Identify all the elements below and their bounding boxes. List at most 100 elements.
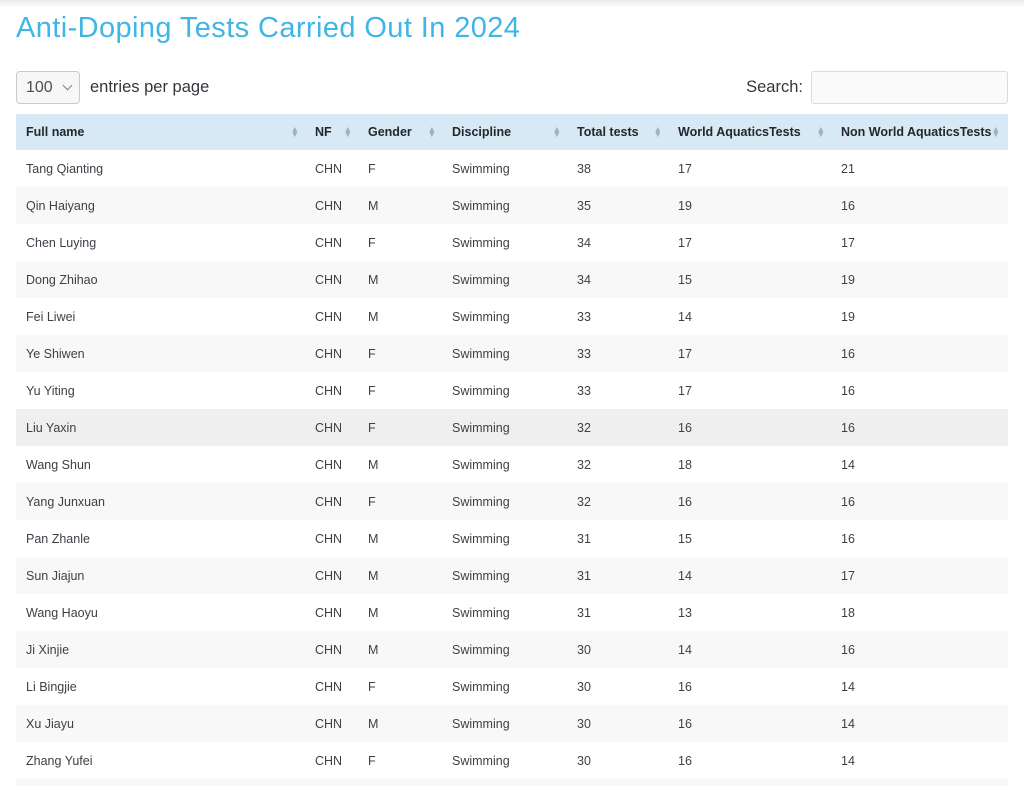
table-row: Qin Haiyang CHN M Swimming 35 19 16 — [16, 187, 1008, 224]
cell: 16 — [841, 494, 855, 509]
cell-full-name: Ji Xinjie — [26, 642, 70, 657]
column-header-gender[interactable]: Gender ▲ ▼ — [360, 114, 444, 150]
partial-next-row — [16, 779, 1008, 786]
cell: 16 — [678, 716, 692, 731]
cell: Swimming — [452, 642, 510, 657]
cell: CHN — [315, 235, 343, 250]
cell: 38 — [577, 161, 591, 176]
cell: 14 — [678, 642, 692, 657]
cell: 17 — [841, 568, 855, 583]
cell: 30 — [577, 716, 591, 731]
sort-icon[interactable]: ▲ ▼ — [991, 123, 1000, 139]
cell: 17 — [678, 161, 692, 176]
cell: 30 — [577, 642, 591, 657]
cell: M — [368, 568, 379, 583]
cell: CHN — [315, 494, 343, 509]
cell-full-name: Yang Junxuan — [26, 494, 105, 509]
entries-per-page-select[interactable]: 100 — [16, 71, 80, 104]
cell: Swimming — [452, 235, 510, 250]
column-header-label: Full name — [26, 125, 85, 139]
table-row: Sun Jiajun CHN M Swimming 31 14 17 — [16, 557, 1008, 594]
table-row: Xu Jiayu CHN M Swimming 30 16 14 — [16, 705, 1008, 742]
cell: 19 — [678, 198, 692, 213]
cell: 32 — [577, 494, 591, 509]
entries-per-page-label: entries per page — [90, 78, 210, 96]
search-input[interactable] — [811, 71, 1008, 104]
column-header-label: World AquaticsTests — [678, 125, 801, 139]
column-header-total-tests[interactable]: Total tests ▲ ▼ — [569, 114, 670, 150]
sort-icon[interactable]: ▲ ▼ — [816, 123, 825, 139]
cell: 31 — [577, 605, 591, 620]
cell: F — [368, 235, 376, 250]
cell: F — [368, 346, 376, 361]
cell: CHN — [315, 272, 343, 287]
column-header-label: Discipline — [452, 125, 512, 139]
page-title: Anti-Doping Tests Carried Out In 2024 — [16, 12, 521, 44]
cell: Swimming — [452, 383, 510, 398]
cell: Swimming — [452, 568, 510, 583]
cell: 16 — [841, 346, 855, 361]
column-header-full-name[interactable]: Full name ▲ ▼ — [16, 114, 307, 150]
cell: Swimming — [452, 531, 510, 546]
cell: F — [368, 161, 376, 176]
cell: M — [368, 309, 379, 324]
cell: Swimming — [452, 420, 510, 435]
cell-full-name: Chen Luying — [26, 235, 97, 250]
sort-icon[interactable]: ▲ ▼ — [427, 123, 436, 139]
cell: 34 — [577, 272, 591, 287]
cell: 21 — [841, 161, 855, 176]
cell: 17 — [678, 346, 692, 361]
sort-icon[interactable]: ▲ ▼ — [290, 123, 299, 139]
cell-full-name: Xu Jiayu — [26, 716, 74, 731]
cell: CHN — [315, 679, 343, 694]
cell: 14 — [841, 679, 855, 694]
cell: 32 — [577, 420, 591, 435]
cell: 33 — [577, 309, 591, 324]
entries-per-page-control: 100 entries per page — [16, 71, 209, 104]
cell: Swimming — [452, 346, 510, 361]
column-header-world-aquaticstests[interactable]: World AquaticsTests ▲ ▼ — [670, 114, 833, 150]
cell: F — [368, 753, 376, 768]
table-row: Pan Zhanle CHN M Swimming 31 15 16 — [16, 520, 1008, 557]
table-controls: 100 entries per page Search: — [16, 71, 1008, 104]
cell: 18 — [841, 605, 855, 620]
cell: 17 — [678, 383, 692, 398]
cell: 15 — [678, 531, 692, 546]
cell: Swimming — [452, 457, 510, 472]
cell: 16 — [678, 420, 692, 435]
cell: 34 — [577, 235, 591, 250]
cell: CHN — [315, 420, 343, 435]
data-table: Full name ▲ ▼ NF ▲ ▼ Gender ▲ ▼ Discipline ▲ ▼ Total… — [16, 114, 1008, 779]
cell: 32 — [577, 457, 591, 472]
cell: CHN — [315, 346, 343, 361]
table-row: Ye Shiwen CHN F Swimming 33 17 16 — [16, 335, 1008, 372]
sort-icon[interactable]: ▲ ▼ — [343, 123, 352, 139]
cell: 14 — [678, 309, 692, 324]
column-header-nf[interactable]: NF ▲ ▼ — [307, 114, 360, 150]
table-row: Fei Liwei CHN M Swimming 33 14 19 — [16, 298, 1008, 335]
cell: 33 — [577, 383, 591, 398]
column-header-discipline[interactable]: Discipline ▲ ▼ — [444, 114, 569, 150]
cell-full-name: Fei Liwei — [26, 309, 76, 324]
cell-full-name: Li Bingjie — [26, 679, 77, 694]
cell: CHN — [315, 568, 343, 583]
sort-icon[interactable]: ▲ ▼ — [653, 123, 662, 139]
cell: 14 — [841, 457, 855, 472]
table-row: Li Bingjie CHN F Swimming 30 16 14 — [16, 668, 1008, 705]
cell: F — [368, 420, 376, 435]
cell: 18 — [678, 457, 692, 472]
table-row: Ji Xinjie CHN M Swimming 30 14 16 — [16, 631, 1008, 668]
cell: F — [368, 383, 376, 398]
cell-full-name: Dong Zhihao — [26, 272, 98, 287]
table-row: Dong Zhihao CHN M Swimming 34 15 19 — [16, 261, 1008, 298]
column-header-label: NF — [315, 125, 332, 139]
column-header-label: Total tests — [577, 125, 639, 139]
cell: 31 — [577, 568, 591, 583]
table-row: Yu Yiting CHN F Swimming 33 17 16 — [16, 372, 1008, 409]
cell: 16 — [841, 420, 855, 435]
table-row: Yang Junxuan CHN F Swimming 32 16 16 — [16, 483, 1008, 520]
cell: Swimming — [452, 198, 510, 213]
column-header-non-world-aquaticstests[interactable]: Non World AquaticsTests ▲ ▼ — [833, 114, 1008, 150]
cell: CHN — [315, 457, 343, 472]
sort-icon[interactable]: ▲ ▼ — [552, 123, 561, 139]
